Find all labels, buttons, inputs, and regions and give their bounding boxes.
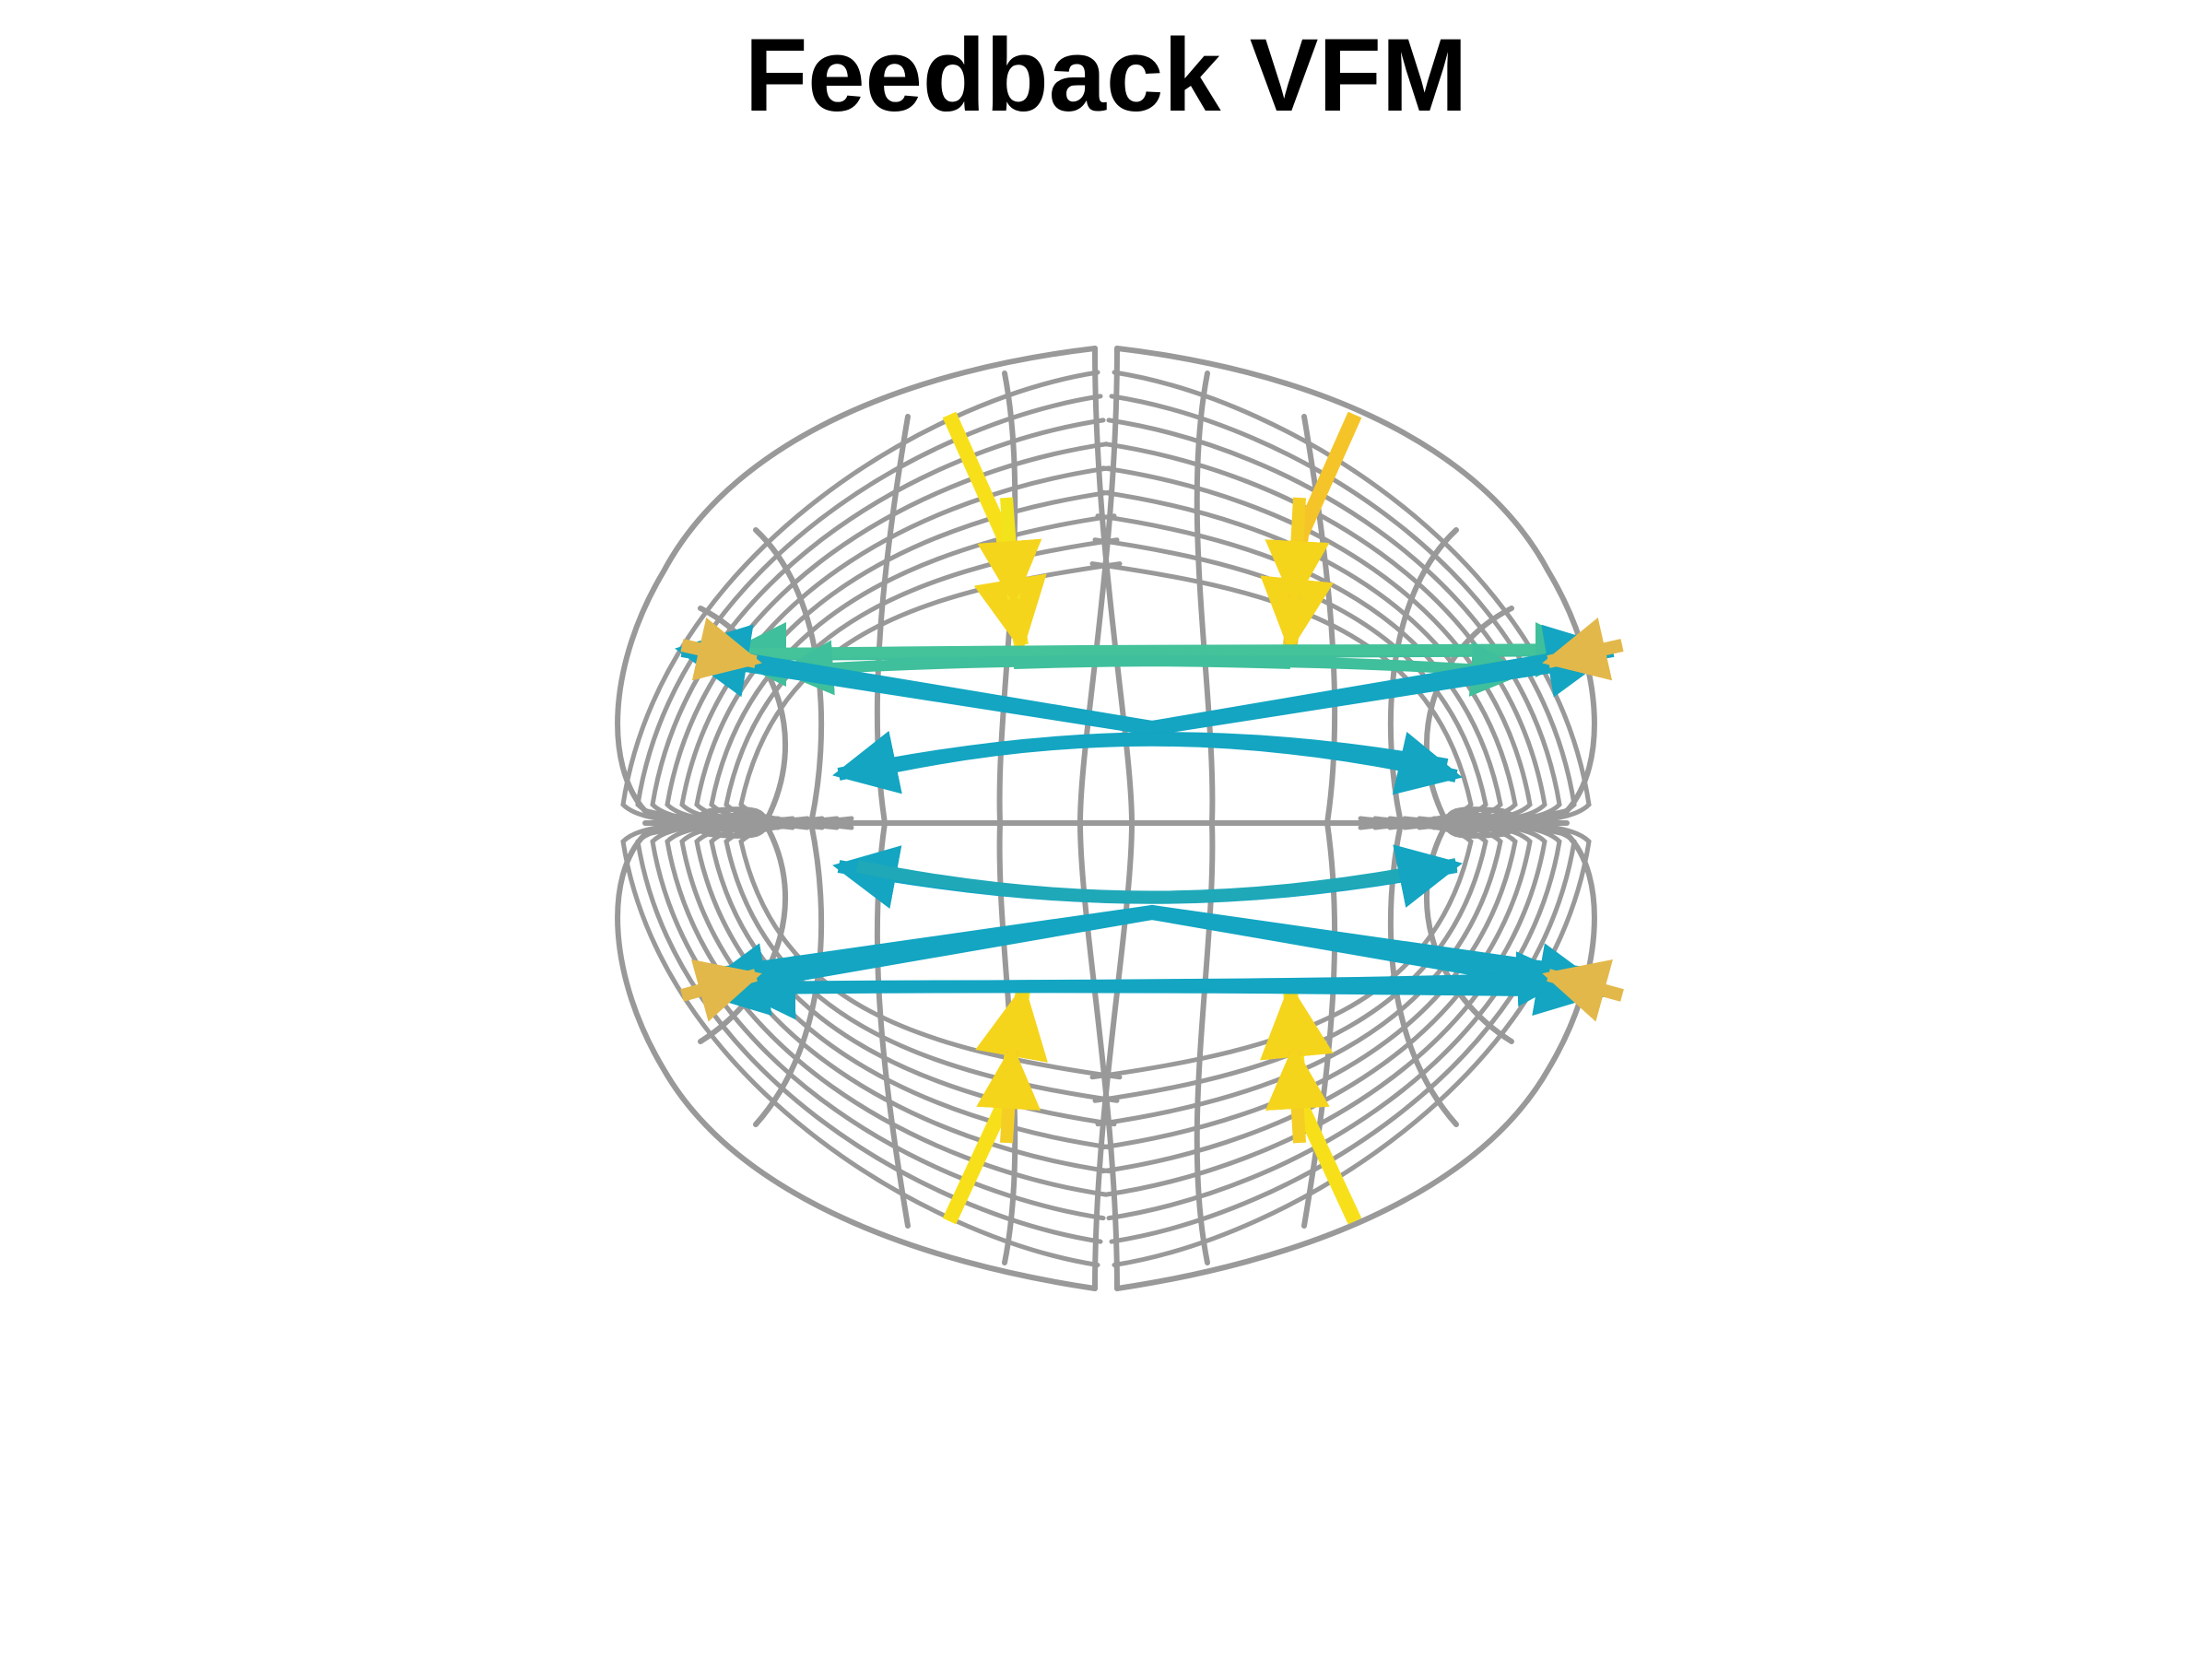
arrow-inner-upper-to-right [857, 740, 1456, 776]
arrow-upper-right-vertical-2 [1294, 498, 1300, 599]
arrow-lower-left-vertical-2 [1006, 1051, 1012, 1143]
grid-latitude-upper [726, 540, 1117, 821]
arrow-upper-left-vertical-2 [1006, 498, 1014, 599]
arrow-lower-long-left-to-right [700, 977, 1567, 988]
arrow-inner-lower-to-right [857, 865, 1456, 898]
arrow-lower-right-vertical-2 [1294, 1051, 1300, 1143]
arrow-upper-long-left-to-right [700, 650, 1585, 654]
right-hemisphere-grid [1080, 348, 1594, 1288]
grid-longitude-2 [1197, 373, 1213, 1263]
left-hemisphere-grid [618, 348, 1132, 1288]
